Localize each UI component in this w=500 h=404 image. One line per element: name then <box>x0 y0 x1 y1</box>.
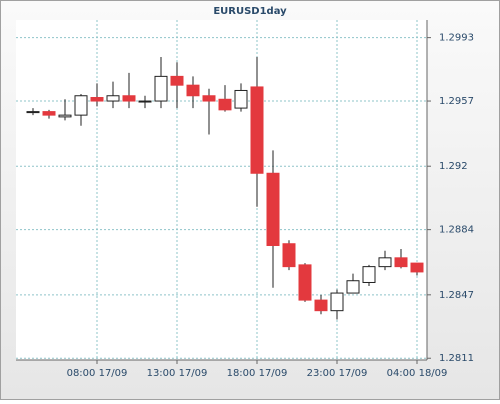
candle-body <box>410 262 424 273</box>
candle-body <box>218 98 232 111</box>
candle-body <box>250 86 264 174</box>
candle-body <box>314 299 328 312</box>
candle-body <box>362 266 376 283</box>
candle-body <box>90 97 104 102</box>
y-tick-label: 1.2884 <box>439 225 474 236</box>
candle-body <box>298 264 312 301</box>
candle-body <box>330 292 344 312</box>
x-tick-label: 18:00 17/09 <box>227 368 288 379</box>
x-tick-label: 23:00 17/09 <box>307 368 368 379</box>
candle-body <box>202 95 216 102</box>
plot-area <box>16 20 427 360</box>
candle-body <box>74 95 88 116</box>
candle-body <box>42 111 56 116</box>
candle-body <box>394 257 408 268</box>
y-tick-label: 1.2847 <box>439 290 474 301</box>
candle-body <box>282 243 296 268</box>
x-tick-label: 13:00 17/09 <box>147 368 208 379</box>
candle-body <box>138 100 152 103</box>
candle-body <box>154 75 168 102</box>
candle-body <box>26 111 40 114</box>
y-tick-label: 1.2957 <box>439 96 474 107</box>
chart-title: EURUSD1day <box>213 6 287 17</box>
candle-body <box>186 84 200 97</box>
x-tick-label: 04:00 18/09 <box>387 368 448 379</box>
candle-body <box>58 114 72 118</box>
candle-body <box>266 172 280 246</box>
candle-body <box>378 257 392 268</box>
candle-body <box>346 280 360 294</box>
y-tick-label: 1.292 <box>439 161 468 172</box>
candle-body <box>106 95 120 102</box>
candle-body <box>170 75 184 86</box>
x-tick-label: 08:00 17/09 <box>67 368 128 379</box>
candle-body <box>234 89 248 109</box>
candle-body <box>122 95 136 102</box>
y-tick-label: 1.2993 <box>439 33 474 44</box>
y-tick-label: 1.2811 <box>439 353 474 364</box>
